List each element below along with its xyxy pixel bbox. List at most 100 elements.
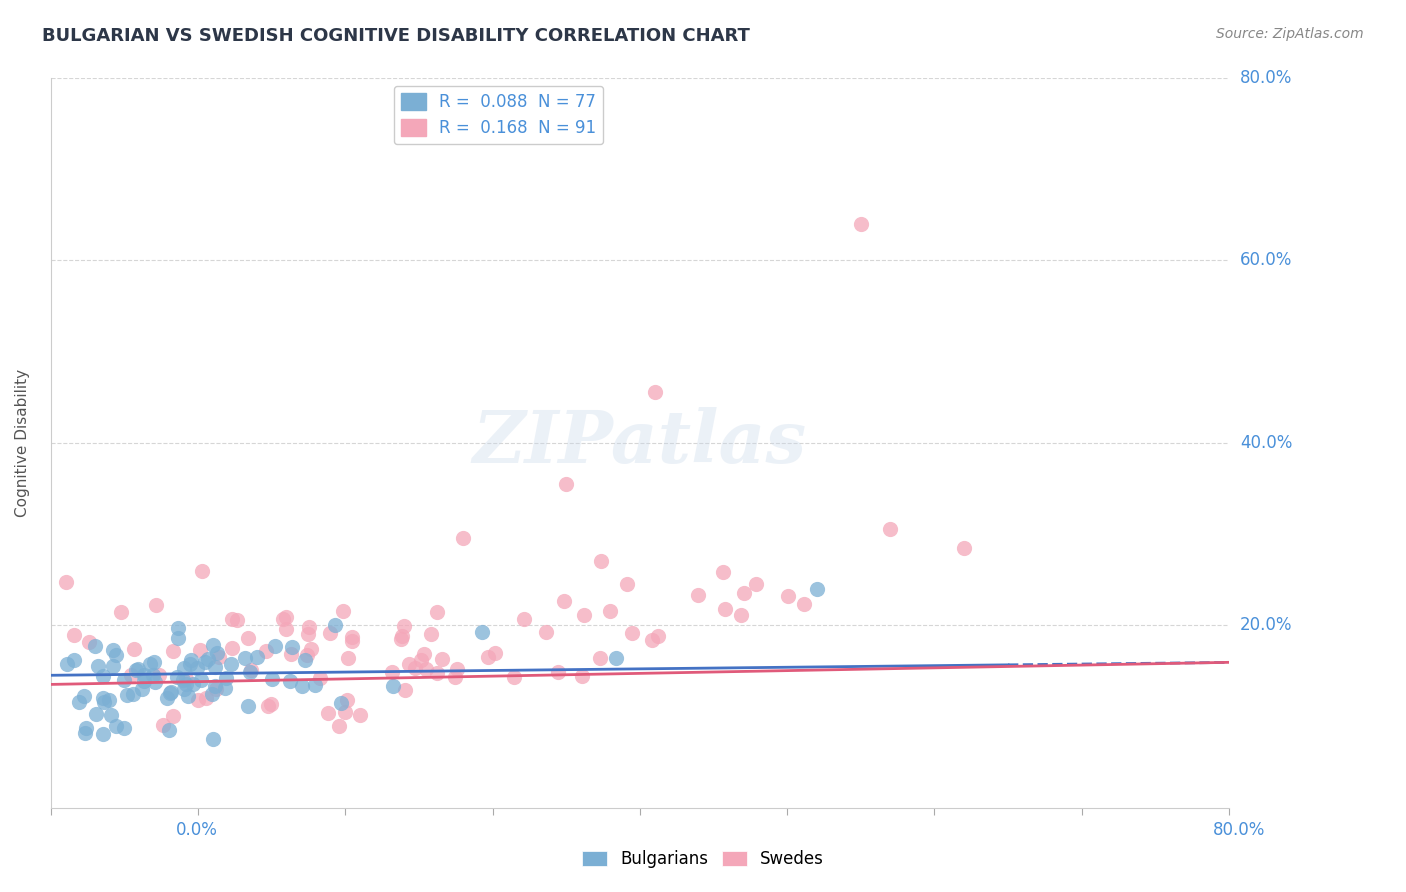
Point <box>207 646 229 660</box>
Point <box>260 673 283 687</box>
Point <box>260 697 283 711</box>
Point <box>849 217 872 231</box>
Point <box>733 586 755 600</box>
Point <box>332 604 354 618</box>
Point <box>181 677 204 691</box>
Point <box>298 620 321 634</box>
Point <box>745 577 768 591</box>
Text: 40.0%: 40.0% <box>1240 434 1292 451</box>
Legend: R =  0.088  N = 77, R =  0.168  N = 91: R = 0.088 N = 77, R = 0.168 N = 91 <box>394 86 603 144</box>
Point <box>477 649 499 664</box>
Point <box>236 698 259 713</box>
Point <box>204 679 226 693</box>
Point <box>879 522 901 536</box>
Point <box>547 665 569 679</box>
Point <box>204 660 226 674</box>
Point <box>177 689 200 703</box>
Text: 80.0%: 80.0% <box>1240 69 1292 87</box>
Point <box>953 541 976 555</box>
Point <box>167 632 190 646</box>
Point <box>271 612 294 626</box>
Point <box>166 622 188 636</box>
Point <box>84 707 107 722</box>
Point <box>55 575 77 590</box>
Point <box>93 669 115 683</box>
Point <box>536 624 558 639</box>
Point <box>471 625 494 640</box>
Point <box>205 682 228 697</box>
Point <box>426 666 449 681</box>
Point <box>73 690 96 704</box>
Text: ZIPatlas: ZIPatlas <box>472 407 807 478</box>
Point <box>599 604 621 618</box>
Point <box>148 668 170 682</box>
Text: 0.0%: 0.0% <box>176 821 218 838</box>
Point <box>202 638 225 652</box>
Point <box>132 667 155 681</box>
Point <box>190 673 212 688</box>
Point <box>621 626 644 640</box>
Point <box>730 607 752 622</box>
Point <box>714 602 737 616</box>
Point <box>100 708 122 723</box>
Point <box>115 689 138 703</box>
Point <box>502 670 524 684</box>
Point <box>91 691 114 706</box>
Point <box>142 668 165 682</box>
Point <box>131 681 153 696</box>
Point <box>240 663 263 677</box>
Point <box>233 651 256 665</box>
Point <box>336 693 359 707</box>
Point <box>398 657 420 671</box>
Point <box>444 670 467 684</box>
Point <box>226 613 249 627</box>
Point <box>297 627 319 641</box>
Point <box>194 655 217 669</box>
Point <box>236 631 259 645</box>
Point <box>278 674 301 689</box>
Point <box>644 385 666 400</box>
Point <box>75 721 97 735</box>
Text: BULGARIAN VS SWEDISH COGNITIVE DISABILITY CORRELATION CHART: BULGARIAN VS SWEDISH COGNITIVE DISABILIT… <box>42 27 749 45</box>
Point <box>409 653 432 667</box>
Point <box>330 696 353 710</box>
Point <box>605 651 627 665</box>
Point <box>239 665 262 680</box>
Point <box>323 618 346 632</box>
Point <box>166 670 188 684</box>
Point <box>641 633 664 648</box>
Point <box>187 693 209 707</box>
Point <box>572 607 595 622</box>
Point <box>304 678 326 692</box>
Point <box>73 725 96 739</box>
Point <box>688 588 710 602</box>
Text: 60.0%: 60.0% <box>1240 251 1292 269</box>
Point <box>179 657 201 671</box>
Point <box>333 705 356 719</box>
Point <box>647 630 669 644</box>
Point <box>394 682 416 697</box>
Point <box>299 641 322 656</box>
Point <box>173 661 195 675</box>
Point <box>87 659 110 673</box>
Point <box>142 655 165 669</box>
Point <box>591 554 613 568</box>
Point <box>201 732 224 747</box>
Point <box>394 619 416 633</box>
Point <box>105 648 128 663</box>
Point <box>186 661 208 675</box>
Point <box>295 648 318 662</box>
Point <box>793 597 815 611</box>
Text: 20.0%: 20.0% <box>1240 616 1292 634</box>
Point <box>63 653 86 667</box>
Point <box>713 566 735 580</box>
Point <box>446 662 468 676</box>
Point <box>145 598 167 612</box>
Point <box>191 564 214 578</box>
Point <box>389 632 412 646</box>
Point <box>342 630 364 644</box>
Text: Source: ZipAtlas.com: Source: ZipAtlas.com <box>1216 27 1364 41</box>
Point <box>215 671 238 685</box>
Point <box>98 693 121 707</box>
Point <box>451 532 474 546</box>
